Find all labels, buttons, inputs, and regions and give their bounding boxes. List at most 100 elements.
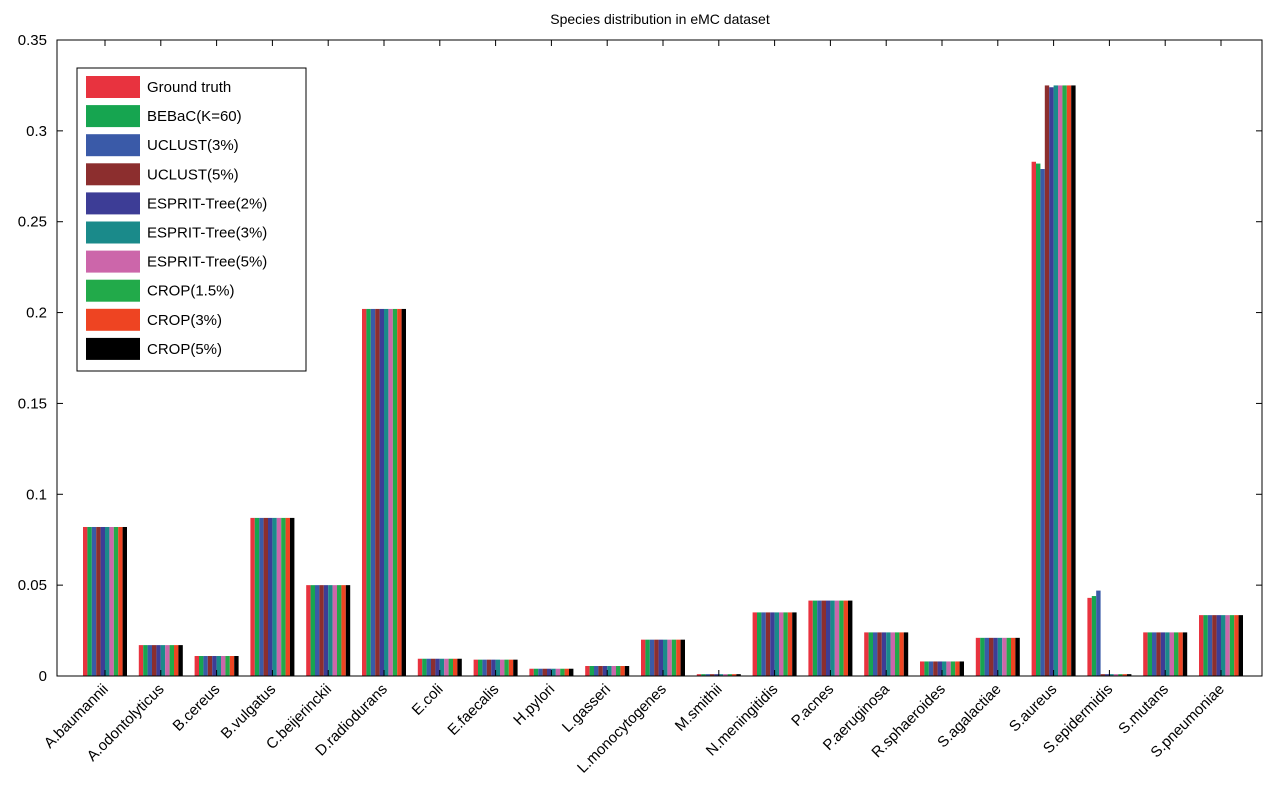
bar bbox=[453, 658, 458, 676]
bar bbox=[649, 639, 655, 676]
bar bbox=[290, 517, 295, 676]
bar bbox=[310, 585, 315, 676]
bar bbox=[332, 585, 337, 676]
bar bbox=[555, 668, 561, 676]
bar bbox=[761, 612, 766, 676]
bar bbox=[1182, 632, 1188, 676]
bar bbox=[1058, 85, 1063, 677]
bar bbox=[783, 612, 788, 676]
bar bbox=[1229, 615, 1235, 676]
bar bbox=[676, 639, 681, 676]
bar bbox=[877, 632, 882, 676]
bar bbox=[736, 674, 741, 676]
bar bbox=[448, 658, 453, 676]
bar bbox=[401, 308, 406, 676]
x-tick-label: E.faecalis bbox=[444, 681, 502, 739]
bar bbox=[199, 656, 204, 676]
bar bbox=[250, 517, 255, 676]
bar bbox=[229, 656, 235, 676]
bar bbox=[1011, 637, 1016, 676]
bar bbox=[328, 585, 333, 676]
bar bbox=[620, 666, 625, 676]
bar bbox=[1152, 632, 1157, 676]
bar bbox=[165, 645, 170, 676]
bar bbox=[285, 517, 290, 676]
legend-label: UCLUST(5%) bbox=[147, 166, 239, 183]
bar bbox=[834, 600, 840, 676]
bar bbox=[306, 585, 311, 676]
bar bbox=[225, 656, 230, 676]
bar bbox=[504, 659, 509, 676]
bar bbox=[1207, 615, 1213, 676]
y-tick-label: 0.3 bbox=[26, 123, 47, 140]
bar bbox=[654, 639, 659, 676]
bar bbox=[435, 658, 440, 676]
bar bbox=[942, 661, 947, 676]
bar bbox=[254, 517, 260, 676]
bar bbox=[1040, 169, 1045, 676]
x-tick-label: B.cereus bbox=[170, 681, 224, 735]
bar bbox=[315, 585, 320, 676]
bar bbox=[663, 639, 668, 676]
bar bbox=[100, 526, 105, 676]
bar bbox=[1113, 674, 1119, 676]
legend-label: CROP(1.5%) bbox=[147, 283, 235, 300]
bar bbox=[444, 658, 449, 676]
bar bbox=[924, 661, 929, 676]
bar bbox=[881, 632, 887, 676]
bar bbox=[864, 632, 869, 676]
y-tick-label: 0.2 bbox=[26, 305, 47, 322]
bar bbox=[710, 674, 715, 676]
bar bbox=[194, 656, 199, 676]
bar bbox=[272, 517, 277, 676]
bars-group bbox=[83, 85, 1243, 677]
bar bbox=[417, 658, 423, 676]
bar bbox=[1036, 163, 1041, 676]
legend-label: BEBaC(K=60) bbox=[147, 108, 242, 125]
bar bbox=[1015, 637, 1020, 676]
x-tick-label: S.mutans bbox=[1115, 681, 1172, 738]
bar bbox=[207, 656, 213, 676]
bar bbox=[431, 658, 436, 676]
bar bbox=[160, 645, 166, 676]
bar bbox=[221, 656, 226, 676]
bar bbox=[955, 661, 960, 676]
legend-swatch bbox=[86, 163, 140, 186]
bar bbox=[868, 632, 873, 676]
bar bbox=[268, 517, 273, 676]
bar bbox=[641, 639, 646, 676]
y-tick-label: 0.25 bbox=[18, 214, 47, 231]
bar bbox=[366, 308, 371, 676]
bar bbox=[508, 659, 514, 676]
bar bbox=[723, 674, 728, 676]
bar bbox=[426, 658, 431, 676]
x-tick-label: H.pylori bbox=[510, 681, 558, 729]
bar bbox=[1216, 615, 1221, 676]
x-tick-label: P.acnes bbox=[788, 681, 837, 730]
bar bbox=[1147, 632, 1152, 676]
bar bbox=[645, 639, 650, 676]
bar bbox=[1178, 632, 1183, 676]
bar bbox=[594, 666, 599, 676]
legend: Ground truth BEBaC(K=60) UCLUST(3%) UCLUST(… bbox=[76, 67, 307, 372]
bar bbox=[513, 659, 518, 676]
bar bbox=[890, 632, 895, 676]
bar bbox=[397, 308, 402, 676]
bar bbox=[848, 600, 853, 676]
bar bbox=[701, 674, 706, 676]
bar bbox=[392, 308, 398, 676]
bar bbox=[384, 308, 389, 676]
bar bbox=[658, 639, 663, 676]
bar bbox=[993, 637, 998, 676]
bar bbox=[1006, 637, 1011, 676]
bar bbox=[928, 661, 934, 676]
bar bbox=[174, 645, 179, 676]
bar bbox=[1169, 632, 1174, 676]
bar bbox=[375, 308, 380, 676]
legend-swatch bbox=[86, 221, 140, 244]
legend-swatch bbox=[86, 134, 140, 157]
bar bbox=[560, 668, 565, 676]
legend-label: CROP(3%) bbox=[147, 312, 222, 329]
bar bbox=[263, 517, 268, 676]
bar bbox=[895, 632, 900, 676]
